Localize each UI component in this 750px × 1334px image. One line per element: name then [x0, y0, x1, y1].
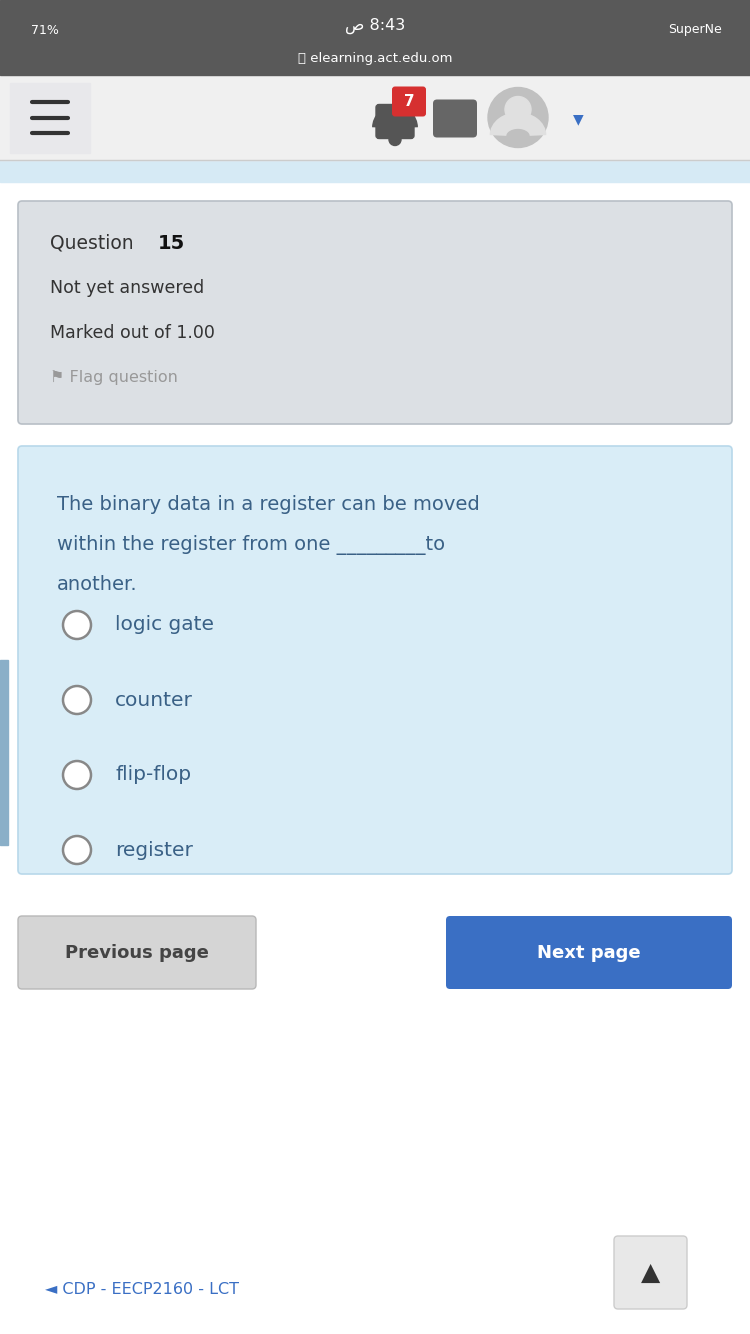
Bar — [0, 0, 750, 75]
Text: ▲: ▲ — [640, 1261, 660, 1285]
Circle shape — [63, 611, 91, 639]
Text: Next page: Next page — [537, 943, 640, 962]
Bar — [0, 660, 8, 844]
Text: ▼: ▼ — [573, 112, 584, 127]
Circle shape — [488, 88, 548, 148]
Text: ص 8:43: ص 8:43 — [345, 19, 405, 35]
Text: another.: another. — [57, 575, 138, 595]
Text: counter: counter — [115, 691, 193, 710]
Circle shape — [63, 836, 91, 864]
Text: SuperNe: SuperNe — [668, 24, 722, 36]
Text: 🔒 elearning.act.edu.om: 🔒 elearning.act.edu.om — [298, 52, 452, 65]
Bar — [10, 83, 90, 152]
Circle shape — [505, 96, 531, 123]
Text: Not yet answered: Not yet answered — [50, 279, 204, 297]
Text: within the register from one _________to: within the register from one _________to — [57, 535, 446, 555]
Text: 15: 15 — [158, 233, 185, 252]
Circle shape — [63, 760, 91, 788]
FancyBboxPatch shape — [392, 87, 426, 116]
FancyBboxPatch shape — [614, 1237, 687, 1309]
Text: Previous page: Previous page — [65, 943, 209, 962]
Text: logic gate: logic gate — [115, 615, 214, 635]
Circle shape — [63, 686, 91, 714]
Bar — [0, 75, 750, 160]
Text: 71%: 71% — [31, 24, 59, 36]
FancyBboxPatch shape — [18, 446, 732, 874]
Text: register: register — [115, 840, 193, 859]
Text: ◄ CDP - EECP2160 - LCT: ◄ CDP - EECP2160 - LCT — [45, 1282, 239, 1298]
Text: 7: 7 — [404, 93, 414, 109]
FancyBboxPatch shape — [446, 916, 732, 988]
FancyBboxPatch shape — [18, 916, 256, 988]
FancyBboxPatch shape — [433, 100, 477, 137]
Text: flip-flop: flip-flop — [115, 766, 191, 784]
Text: Question: Question — [50, 233, 140, 252]
Text: The binary data in a register can be moved: The binary data in a register can be mov… — [57, 495, 480, 515]
Circle shape — [389, 133, 401, 145]
Text: Marked out of 1.00: Marked out of 1.00 — [50, 324, 214, 342]
FancyBboxPatch shape — [376, 104, 414, 139]
FancyBboxPatch shape — [18, 201, 732, 424]
Text: ⚑ Flag question: ⚑ Flag question — [50, 370, 178, 386]
Bar — [0, 160, 750, 181]
